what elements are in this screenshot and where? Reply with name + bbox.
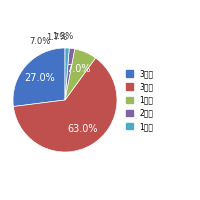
Text: 27.0%: 27.0%: [24, 73, 55, 83]
Text: 1.7%: 1.7%: [46, 33, 67, 42]
Text: 1.3%: 1.3%: [52, 32, 73, 41]
Legend: 3日未, 3日～, 1週間, 2週間, 1ケ月: 3日未, 3日～, 1週間, 2週間, 1ケ月: [126, 69, 153, 131]
Wedge shape: [65, 48, 75, 100]
Wedge shape: [65, 49, 96, 100]
Wedge shape: [13, 48, 65, 107]
Text: 7.0%: 7.0%: [66, 64, 91, 74]
Wedge shape: [13, 58, 117, 152]
Text: 7.0%: 7.0%: [29, 37, 50, 46]
Text: 63.0%: 63.0%: [67, 124, 97, 134]
Wedge shape: [65, 48, 69, 100]
